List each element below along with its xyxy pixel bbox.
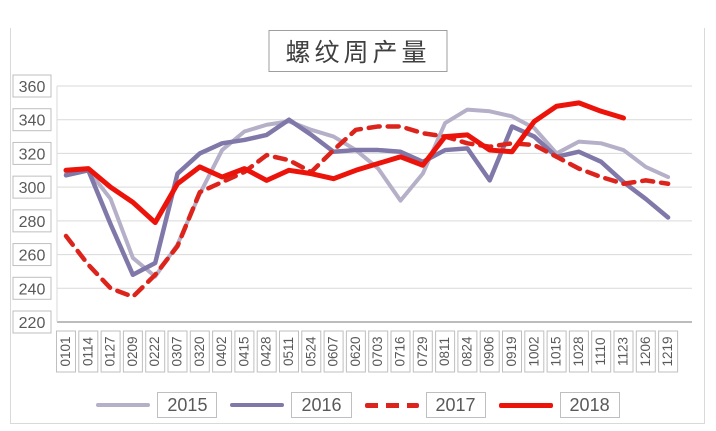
x-tick-box — [658, 330, 679, 373]
y-tick-box — [12, 175, 52, 199]
y-tick-box — [12, 74, 52, 98]
x-tick-box — [435, 330, 456, 373]
x-axis-label: 0307 — [170, 336, 185, 366]
x-tick-box — [524, 330, 545, 373]
x-axis-label: 1219 — [660, 336, 675, 366]
x-axis-label: 0919 — [504, 336, 519, 366]
x-axis-label: 0415 — [236, 336, 251, 366]
x-tick-box — [479, 330, 500, 373]
x-axis-label: 1110 — [593, 337, 608, 365]
x-tick-box — [212, 330, 233, 373]
x-axis-label: 0127 — [103, 336, 118, 366]
series-line-2017 — [63, 124, 671, 299]
y-axis-label: 320 — [19, 146, 46, 163]
x-axis-label: 1206 — [638, 336, 653, 366]
x-axis-label: 0811 — [437, 337, 452, 366]
legend-line-sample — [498, 402, 553, 408]
x-tick-box — [279, 330, 299, 373]
series-line-2016 — [63, 117, 671, 278]
x-tick-box — [635, 330, 656, 373]
x-axis-label: 0716 — [393, 336, 408, 366]
y-tick-box — [12, 209, 52, 233]
x-axis-label: 0428 — [259, 336, 274, 366]
x-axis-label: 0511 — [281, 337, 296, 366]
chart-title: 螺纹周产量 — [268, 30, 448, 72]
x-tick-box — [100, 330, 121, 373]
legend: 2015 2016 2017 2018 — [0, 392, 716, 418]
y-tick-box — [12, 310, 52, 334]
x-tick-box — [368, 330, 389, 373]
x-axis-label: 1028 — [571, 336, 586, 366]
y-tick-box — [12, 243, 52, 267]
x-axis-label: 1002 — [526, 336, 541, 366]
x-axis-label: 0729 — [415, 336, 430, 366]
legend-label: 2017 — [425, 392, 486, 418]
y-tick-box — [12, 276, 52, 300]
x-axis-label: 0524 — [303, 336, 318, 367]
x-axis-label: 0101 — [58, 336, 73, 366]
legend-item-2017: 2017 — [364, 392, 486, 418]
x-tick-box — [546, 330, 567, 373]
x-axis-label: 0703 — [370, 336, 385, 366]
x-tick-box — [323, 330, 344, 373]
x-tick-box — [457, 330, 478, 373]
x-tick-box — [56, 330, 76, 373]
x-axis-label: 0222 — [147, 336, 162, 366]
x-tick-box — [301, 330, 322, 373]
y-tick-box — [12, 141, 52, 165]
x-axis-label: 0114 — [80, 336, 95, 366]
x-axis-label: 0209 — [125, 336, 140, 366]
x-tick-box — [502, 330, 522, 373]
legend-line-sample — [364, 402, 419, 408]
legend-item-2015: 2015 — [96, 392, 218, 418]
x-axis-label: 0906 — [482, 336, 497, 366]
x-tick-box — [145, 330, 166, 373]
x-tick-box — [167, 330, 188, 373]
legend-label: 2016 — [291, 392, 352, 418]
chart-frame — [10, 28, 705, 424]
x-axis-label: 0824 — [459, 336, 474, 367]
series-line-2018 — [63, 100, 626, 226]
x-tick-box — [189, 330, 210, 373]
x-axis-label: 1123 — [616, 337, 631, 366]
x-tick-box — [78, 330, 99, 373]
y-axis-label: 340 — [19, 113, 46, 130]
x-axis-label: 0620 — [348, 336, 363, 366]
y-tick-box — [12, 108, 52, 132]
x-axis-label: 0320 — [192, 336, 207, 366]
x-tick-box — [256, 330, 277, 373]
x-axis-label: 0607 — [326, 336, 341, 366]
x-axis-label: 0402 — [214, 336, 229, 366]
legend-label: 2015 — [157, 392, 218, 418]
x-tick-box — [591, 330, 612, 373]
legend-line-sample — [230, 403, 285, 407]
legend-line-sample — [96, 403, 151, 407]
x-tick-box — [613, 330, 634, 373]
x-tick-box — [345, 330, 366, 373]
x-tick-box — [390, 330, 411, 373]
y-axis-label: 360 — [19, 79, 46, 96]
y-axis-label: 300 — [19, 180, 46, 197]
x-tick-box — [122, 330, 143, 373]
y-axis-label: 220 — [19, 315, 46, 332]
y-axis-label: 260 — [19, 248, 46, 265]
y-axis-label: 280 — [19, 214, 46, 231]
legend-item-2016: 2016 — [230, 392, 352, 418]
x-axis-label: 1015 — [549, 336, 564, 366]
x-tick-box — [568, 330, 589, 373]
y-axis-label: 240 — [19, 281, 46, 298]
x-tick-box — [234, 330, 255, 373]
legend-label: 2018 — [559, 392, 620, 418]
x-tick-box — [412, 330, 433, 373]
legend-item-2018: 2018 — [498, 392, 620, 418]
